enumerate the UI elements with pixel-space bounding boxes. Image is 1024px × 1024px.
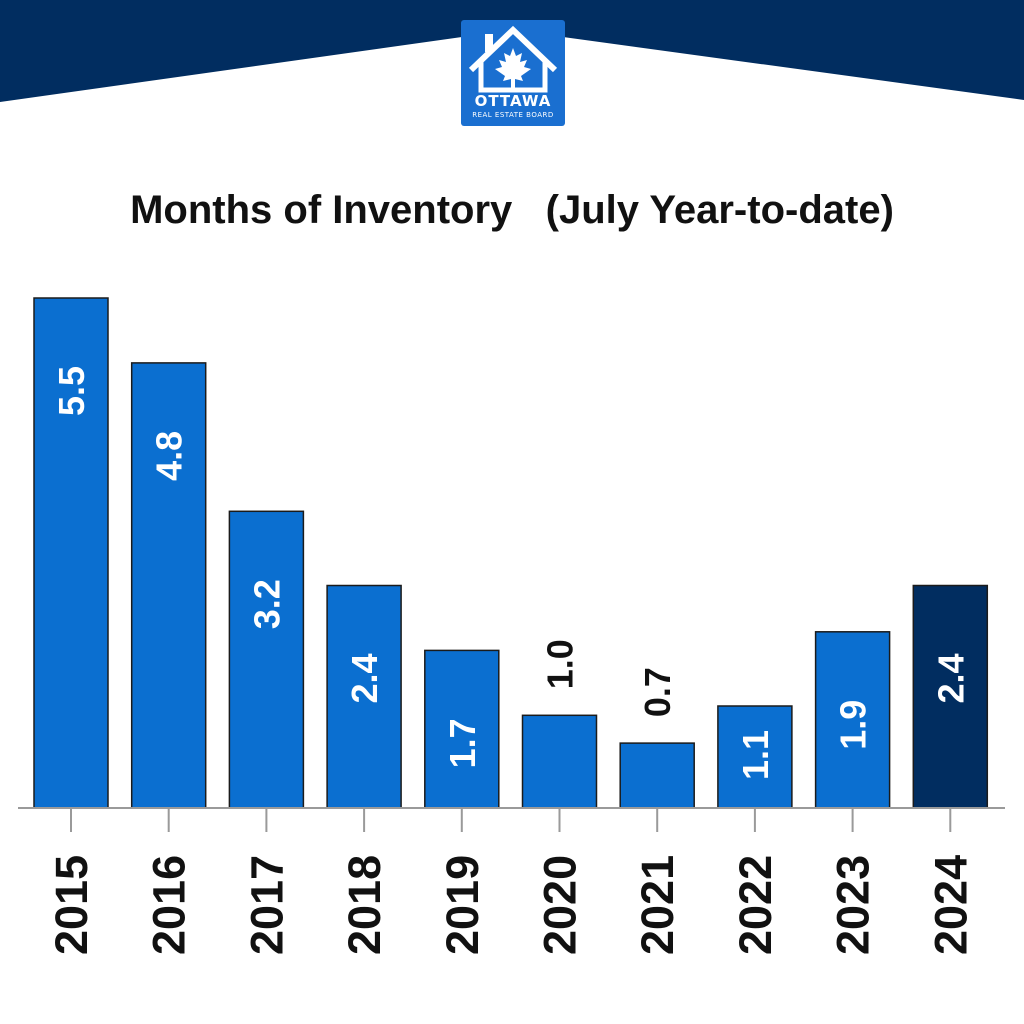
data-label-2021: 0.7 — [637, 667, 678, 717]
header-band — [0, 0, 1024, 102]
bar-2020 — [521, 714, 598, 809]
board-logo: OTTAWA REAL ESTATE BOARD — [461, 20, 565, 126]
x-tick-label-2020: 2020 — [535, 855, 586, 955]
x-tick-label-2021: 2021 — [632, 855, 683, 955]
ticks-layer — [70, 808, 952, 832]
data-label-2017: 3.2 — [246, 579, 287, 629]
x-tick-label-2016: 2016 — [144, 855, 195, 955]
bar-2015 — [33, 297, 109, 809]
x-tick-label-2015: 2015 — [46, 855, 97, 955]
data-label-2022: 1.1 — [735, 730, 776, 780]
bar-2017 — [228, 510, 305, 809]
data-label-2015: 5.5 — [51, 366, 92, 416]
data-label-2023: 1.9 — [833, 700, 874, 750]
x-tick-label-2018: 2018 — [339, 855, 390, 955]
logo-name-text: OTTAWA — [474, 92, 552, 110]
data-label-2020: 1.0 — [540, 639, 581, 689]
bars-layer — [33, 297, 989, 809]
x-tick-label-2019: 2019 — [437, 855, 488, 955]
labels-layer: 2015 5.5 2016 4.8 2017 3.2 2018 2.4 2019 1.7 2020 1… — [46, 366, 976, 955]
bar-2018 — [326, 584, 402, 809]
chart-title: Months of Inventory (July Year-to-date) — [130, 188, 894, 232]
bar-2022 — [717, 705, 793, 809]
x-tick-label-2024: 2024 — [925, 855, 976, 955]
bar-2024 — [912, 584, 989, 809]
house-maple-leaf-icon — [468, 25, 558, 93]
data-label-2024: 2.4 — [930, 653, 971, 703]
data-label-2018: 2.4 — [344, 653, 385, 703]
x-tick-label-2023: 2023 — [828, 855, 879, 955]
bar-2021 — [619, 742, 695, 809]
x-tick-label-2022: 2022 — [730, 855, 781, 955]
data-label-2016: 4.8 — [149, 431, 190, 481]
bar-2023 — [814, 631, 891, 809]
bar-2016 — [130, 362, 207, 809]
x-tick-label-2017: 2017 — [241, 855, 292, 955]
logo-subtitle-text: REAL ESTATE BOARD — [472, 111, 554, 119]
data-label-2019: 1.7 — [442, 718, 483, 768]
